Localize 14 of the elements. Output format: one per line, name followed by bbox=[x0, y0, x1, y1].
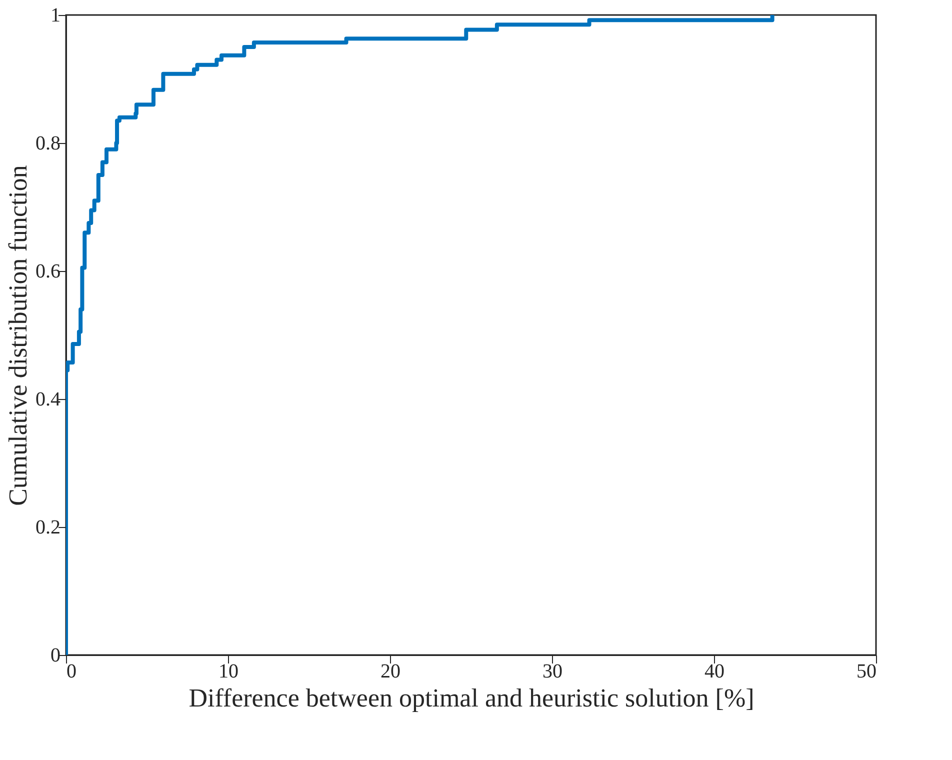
y-tick-label: 1 bbox=[50, 4, 60, 26]
x-tick-label: 20 bbox=[380, 660, 400, 682]
y-tick-label: 0.8 bbox=[36, 132, 60, 154]
y-tick-label: 0 bbox=[50, 644, 60, 666]
y-tick-label: 0.4 bbox=[36, 388, 60, 410]
x-tick-label: 50 bbox=[856, 660, 876, 682]
x-tick-label: 0 bbox=[66, 660, 76, 682]
y-axis-title: Cumulative distribution function bbox=[4, 165, 32, 506]
x-axis-title: Difference between optimal and heuristic solution [%] bbox=[188, 684, 754, 712]
y-tick-label: 0.2 bbox=[36, 516, 60, 538]
y-tick-label: 0.6 bbox=[36, 260, 60, 282]
x-tick-label: 40 bbox=[704, 660, 724, 682]
x-tick-label: 10 bbox=[218, 660, 238, 682]
x-tick-label: 30 bbox=[542, 660, 562, 682]
